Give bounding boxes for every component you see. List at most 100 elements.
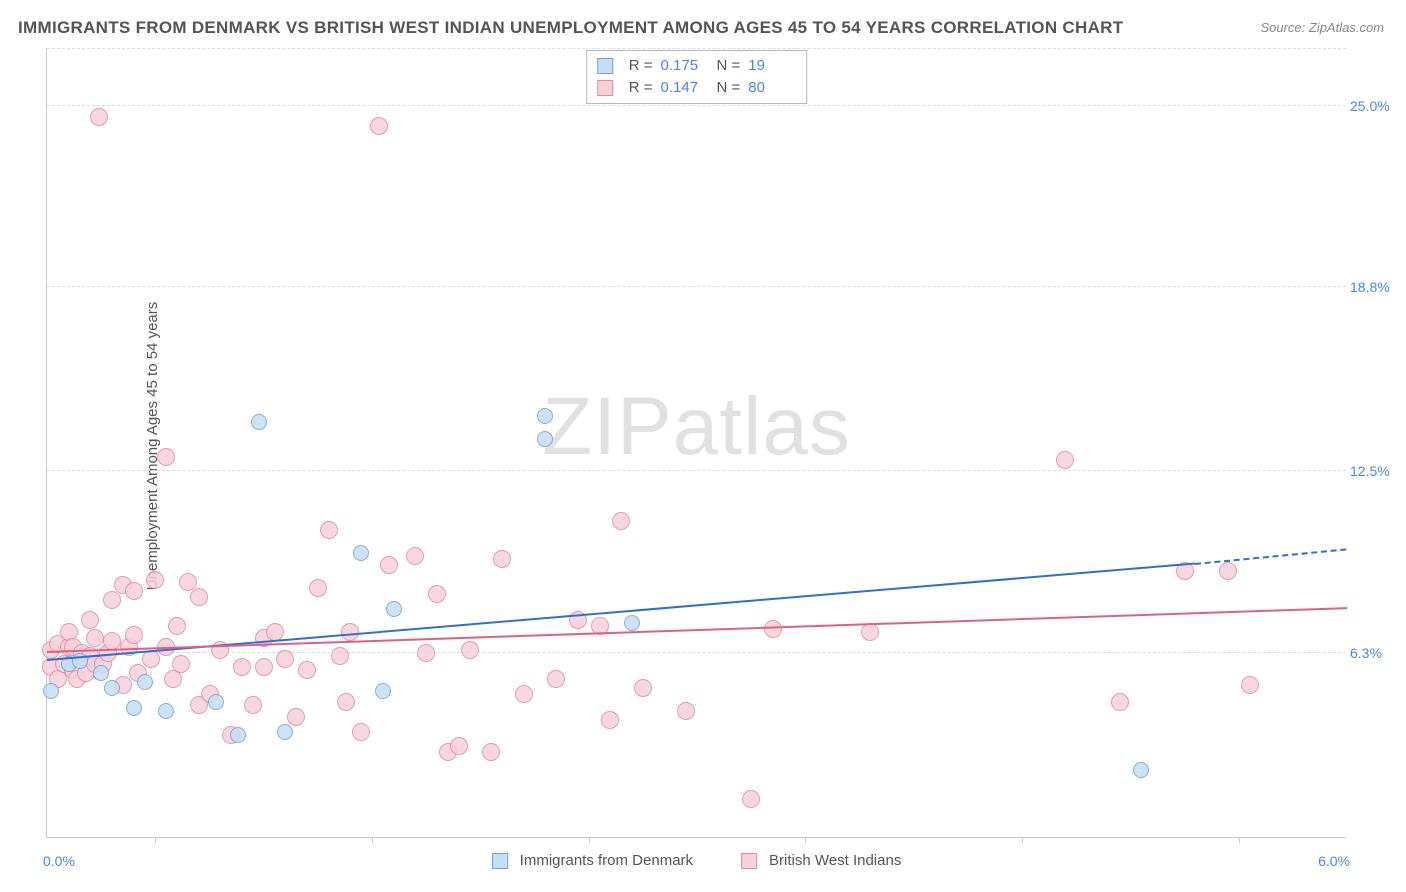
scatter-point-pink: [146, 571, 164, 589]
x-tick: [372, 837, 373, 843]
correlation-stats-legend: R = 0.175 N = 19 R = 0.147 N = 80: [586, 50, 808, 104]
scatter-point-pink: [125, 582, 143, 600]
trend-line-pink: [47, 607, 1347, 653]
gridline: [47, 105, 1346, 106]
scatter-point-pink: [450, 737, 468, 755]
scatter-point-blue: [230, 727, 246, 743]
scatter-point-blue: [208, 694, 224, 710]
scatter-point-pink: [168, 617, 186, 635]
scatter-point-pink: [547, 670, 565, 688]
scatter-point-blue: [93, 665, 109, 681]
scatter-point-blue: [251, 414, 267, 430]
scatter-point-pink: [276, 650, 294, 668]
scatter-point-pink: [634, 679, 652, 697]
scatter-point-blue: [624, 615, 640, 631]
scatter-point-blue: [104, 680, 120, 696]
x-axis-min: 0.0%: [43, 853, 75, 869]
scatter-point-pink: [298, 661, 316, 679]
scatter-point-blue: [353, 545, 369, 561]
scatter-point-pink: [233, 658, 251, 676]
scatter-point-blue: [386, 601, 402, 617]
scatter-point-pink: [309, 579, 327, 597]
scatter-point-pink: [1219, 562, 1237, 580]
gridline: [47, 652, 1346, 653]
scatter-point-blue: [126, 700, 142, 716]
scatter-point-pink: [157, 448, 175, 466]
y-tick-label: 18.8%: [1350, 279, 1398, 295]
legend-label-blue: Immigrants from Denmark: [520, 852, 693, 869]
scatter-point-pink: [320, 521, 338, 539]
scatter-point-pink: [352, 723, 370, 741]
scatter-point-pink: [515, 685, 533, 703]
scatter-point-pink: [1111, 693, 1129, 711]
watermark-atlas: atlas: [673, 381, 851, 472]
scatter-point-pink: [417, 644, 435, 662]
n-label: N =: [717, 55, 741, 77]
scatter-point-pink: [287, 708, 305, 726]
scatter-point-blue: [43, 683, 59, 699]
gridline: [47, 286, 1346, 287]
scatter-point-blue: [277, 724, 293, 740]
scatter-point-pink: [677, 702, 695, 720]
scatter-point-pink: [764, 620, 782, 638]
scatter-point-pink: [601, 711, 619, 729]
scatter-point-pink: [612, 512, 630, 530]
x-tick: [155, 837, 156, 843]
y-tick-label: 25.0%: [1350, 98, 1398, 114]
trend-line-blue-dash: [1195, 548, 1347, 565]
scatter-point-blue: [375, 683, 391, 699]
scatter-point-pink: [81, 611, 99, 629]
swatch-blue: [492, 853, 508, 869]
scatter-point-pink: [103, 591, 121, 609]
scatter-point-pink: [244, 696, 262, 714]
source-attribution: Source: ZipAtlas.com: [1260, 20, 1384, 35]
n-label: N =: [717, 77, 741, 99]
x-tick: [805, 837, 806, 843]
scatter-point-blue: [1133, 762, 1149, 778]
scatter-point-pink: [380, 556, 398, 574]
gridline: [47, 470, 1346, 471]
legend-item-pink: British West Indians: [741, 852, 901, 869]
stats-row-pink: R = 0.147 N = 80: [597, 77, 793, 99]
scatter-point-pink: [337, 693, 355, 711]
y-tick-label: 12.5%: [1350, 463, 1398, 479]
scatter-point-pink: [428, 585, 446, 603]
n-value-blue: 19: [748, 55, 792, 77]
x-axis-max: 6.0%: [1318, 853, 1350, 869]
scatter-point-pink: [86, 629, 104, 647]
legend-label-pink: British West Indians: [769, 852, 901, 869]
scatter-point-blue: [537, 431, 553, 447]
watermark: ZIPatlas: [542, 380, 851, 474]
series-legend: Immigrants from Denmark British West Ind…: [492, 852, 902, 869]
scatter-point-pink: [493, 550, 511, 568]
legend-item-blue: Immigrants from Denmark: [492, 852, 693, 869]
watermark-zip: ZIP: [542, 381, 673, 472]
swatch-pink: [741, 853, 757, 869]
scatter-point-pink: [190, 588, 208, 606]
scatter-point-pink: [255, 658, 273, 676]
scatter-point-pink: [461, 641, 479, 659]
n-value-pink: 80: [748, 77, 792, 99]
gridline: [47, 48, 1346, 49]
r-label: R =: [629, 55, 653, 77]
scatter-point-blue: [537, 408, 553, 424]
scatter-point-pink: [103, 632, 121, 650]
x-tick: [589, 837, 590, 843]
chart-title: IMMIGRANTS FROM DENMARK VS BRITISH WEST …: [18, 18, 1123, 38]
scatter-point-pink: [406, 547, 424, 565]
r-value-pink: 0.147: [661, 77, 705, 99]
scatter-point-pink: [482, 743, 500, 761]
scatter-point-blue: [137, 674, 153, 690]
scatter-point-pink: [331, 647, 349, 665]
swatch-blue: [597, 58, 613, 74]
x-tick: [1022, 837, 1023, 843]
scatter-point-pink: [370, 117, 388, 135]
stats-row-blue: R = 0.175 N = 19: [597, 55, 793, 77]
scatter-point-pink: [861, 623, 879, 641]
scatter-point-pink: [90, 108, 108, 126]
r-label: R =: [629, 77, 653, 99]
scatter-point-pink: [125, 626, 143, 644]
scatter-point-pink: [1241, 676, 1259, 694]
scatter-point-pink: [742, 790, 760, 808]
x-tick: [1239, 837, 1240, 843]
